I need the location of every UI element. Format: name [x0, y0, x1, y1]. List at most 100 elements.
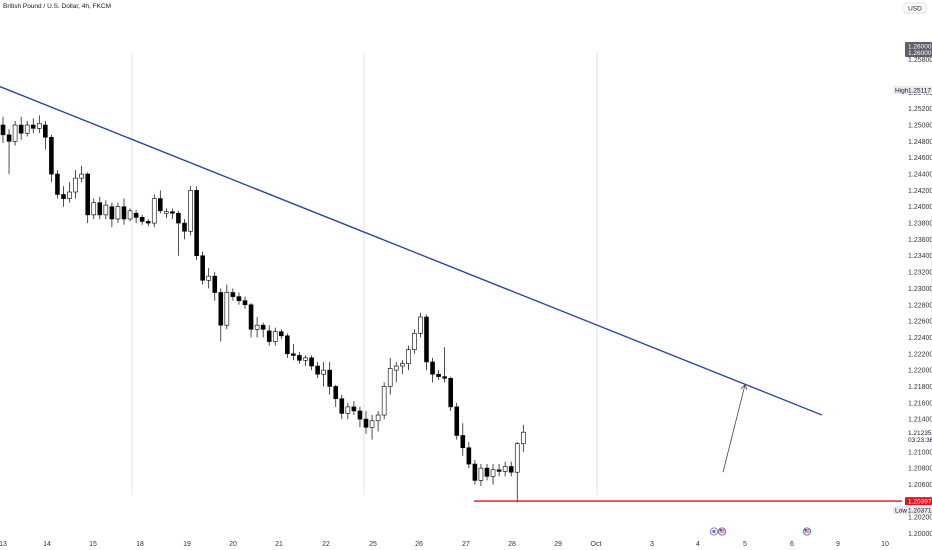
- time-tick-label: 10: [881, 541, 889, 548]
- candle: [176, 210, 181, 256]
- candle: [291, 343, 296, 361]
- time-tick-label: 14: [43, 541, 51, 548]
- candle-body-up: [321, 369, 326, 375]
- candle: [224, 284, 230, 330]
- candle: [188, 186, 193, 236]
- drawings: [0, 86, 902, 502]
- candle: [36, 115, 42, 134]
- time-tick-label: 13: [0, 541, 7, 548]
- time-tick-label: 19: [183, 541, 191, 548]
- time-scale[interactable]: 13 14 15 18 19 20 21 22 25 26 27 28 29 Oct 3 4 5 6 9 10: [0, 541, 889, 548]
- candle-body-up: [393, 365, 399, 371]
- candle: [490, 464, 496, 485]
- currency-button[interactable]: USD: [903, 2, 927, 14]
- svg-text:Low: Low: [895, 507, 907, 514]
- candle: [393, 361, 399, 383]
- candle: [430, 357, 435, 383]
- price-tick-label: 1.24800: [908, 139, 932, 146]
- time-tick-label: 6: [790, 541, 794, 548]
- time-tick-label: 27: [462, 541, 470, 548]
- candle: [514, 442, 520, 503]
- candle-body-up: [490, 469, 496, 477]
- candle: [260, 322, 266, 338]
- price-scale[interactable]: 1.258001.254001.252001.250001.248001.246…: [902, 0, 932, 550]
- time-tick-label: 4: [696, 541, 700, 548]
- candle: [272, 327, 278, 346]
- candle: [115, 202, 121, 224]
- candle: [381, 382, 387, 420]
- candle: [309, 355, 314, 371]
- price-tick-label: 1.24000: [908, 204, 932, 211]
- candle-body-down: [230, 292, 236, 297]
- event-markers[interactable]: [710, 527, 812, 536]
- candle-body-down: [97, 202, 103, 216]
- candle: [248, 303, 254, 338]
- candle-body-down: [212, 275, 218, 293]
- candle: [520, 424, 526, 452]
- price-tick-label: 1.23400: [908, 253, 932, 260]
- candle: [472, 459, 478, 485]
- time-tick-label: 29: [554, 541, 562, 548]
- candle-body-down: [158, 198, 163, 212]
- candle: [194, 186, 199, 260]
- candle-body-down: [109, 206, 115, 220]
- candle: [97, 196, 103, 219]
- us-flag-icon[interactable]: [718, 527, 727, 536]
- candle-body-down: [30, 124, 36, 129]
- candle-body-down: [472, 463, 478, 481]
- time-tick-label: 26: [415, 541, 423, 548]
- candle-body-up: [115, 206, 121, 220]
- candle: [43, 120, 48, 150]
- candle-body-down: [460, 435, 466, 449]
- candle-body-up: [369, 420, 375, 428]
- candle-body-up: [412, 333, 417, 350]
- svg-text:1.25117: 1.25117: [908, 87, 931, 94]
- candle-body-up: [73, 177, 78, 193]
- candle-body-down: [351, 406, 357, 412]
- candle-body-down: [85, 173, 90, 216]
- price-tick-label: 1.21800: [908, 384, 932, 391]
- candle-body-up: [91, 202, 97, 216]
- candle-body-down: [170, 211, 175, 214]
- us-flag-icon[interactable]: [803, 527, 812, 536]
- candle: [254, 317, 260, 338]
- candle-body-down: [43, 124, 48, 138]
- candle: [297, 352, 302, 364]
- price-tick-label: 1.25800: [908, 57, 932, 64]
- candle-body-up: [188, 190, 193, 232]
- downtrend-line[interactable]: [0, 86, 823, 416]
- candle: [502, 461, 508, 477]
- symbol-title: British Pound / U.S. Dollar, 4h, FKCM: [3, 3, 111, 10]
- candle-body-up: [254, 324, 260, 330]
- candle: [448, 376, 454, 411]
- candle-body-up: [206, 275, 211, 281]
- price-tick-label: 1.22800: [908, 302, 932, 309]
- candle: [55, 169, 60, 199]
- candle-body-up: [514, 443, 520, 473]
- candle: [91, 198, 97, 219]
- candle: [236, 292, 242, 305]
- price-tick-label: 1.23200: [908, 270, 932, 277]
- candle: [351, 401, 357, 416]
- time-tick-label: 15: [89, 541, 97, 548]
- candle: [230, 288, 236, 301]
- price-tick-label: 1.20800: [908, 466, 932, 473]
- candle-body-up: [345, 406, 351, 414]
- calendar-event-icon[interactable]: [710, 527, 719, 536]
- candle: [12, 120, 18, 146]
- projection-arrow[interactable]: [722, 384, 746, 473]
- time-tick-label: 3: [650, 541, 654, 548]
- candle-body-down: [133, 212, 139, 218]
- candle-body-down: [327, 369, 333, 387]
- candle-body-down: [200, 255, 205, 281]
- candle: [412, 329, 417, 354]
- price-tick-label: 1.23600: [908, 237, 932, 244]
- candle-body-up: [36, 123, 42, 129]
- candle: [109, 202, 115, 228]
- candle-body-down: [0, 124, 6, 136]
- candle: [303, 355, 308, 367]
- candle-body-up: [375, 414, 381, 422]
- candle-body-up: [127, 210, 133, 220]
